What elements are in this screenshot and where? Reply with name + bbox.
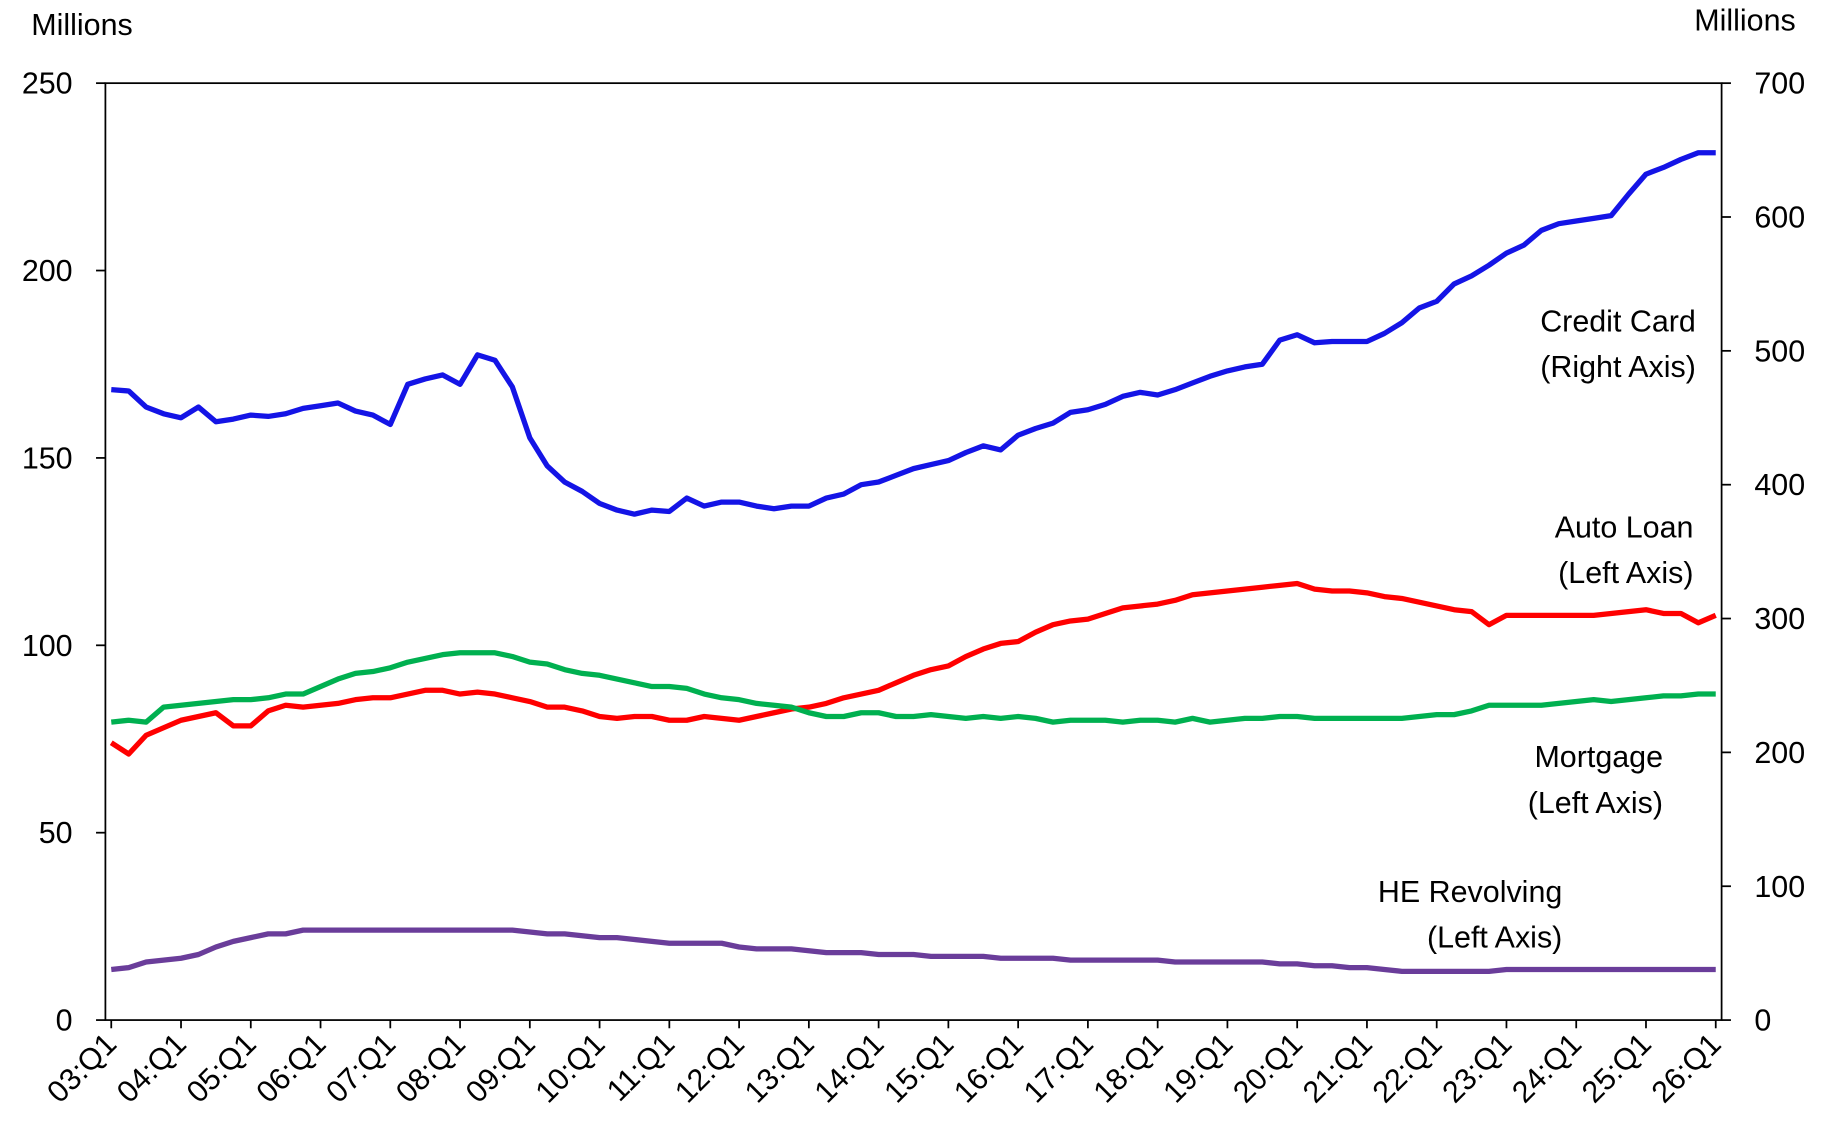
- x-tick-label: 22:Q1: [1366, 1027, 1449, 1110]
- y-tick-label: 0: [56, 1004, 73, 1038]
- series-line: [109, 580, 1717, 757]
- x-tick-label: 12:Q1: [668, 1027, 751, 1110]
- x-tick-label: 03:Q1: [41, 1027, 124, 1110]
- series-label: Auto Loan (Left Axis): [1555, 511, 1694, 591]
- series-line: [110, 650, 1716, 725]
- y-tick-label: 50: [39, 816, 73, 850]
- plot-frame: [104, 82, 1723, 1021]
- x-tick-label: 25:Q1: [1575, 1027, 1658, 1110]
- x-tick-label: 07:Q1: [320, 1027, 403, 1110]
- x-tick-label: 18:Q1: [1087, 1027, 1170, 1110]
- y-axis-title: Millions: [31, 8, 132, 42]
- y-tick-label: 200: [22, 254, 73, 288]
- x-tick-label: 05:Q1: [180, 1027, 263, 1110]
- series-line: [111, 150, 1716, 517]
- x-tick-label: 09:Q1: [459, 1027, 542, 1110]
- x-tick-label: 04:Q1: [110, 1027, 193, 1110]
- y2-tick-label: 500: [1754, 334, 1805, 368]
- y2-tick-label: 700: [1754, 67, 1805, 101]
- x-tick-label: 10:Q1: [529, 1027, 612, 1110]
- y-tick-label: 100: [22, 629, 73, 663]
- x-tick-label: 19:Q1: [1157, 1027, 1240, 1110]
- series-label: HE Revolving (Left Axis): [1378, 875, 1562, 955]
- y-tick-label: 150: [22, 441, 73, 475]
- y2-tick-label: 300: [1754, 602, 1805, 636]
- y2-tick-label: 200: [1754, 736, 1805, 770]
- y2-tick-label: 100: [1754, 870, 1805, 904]
- x-tick-label: 15:Q1: [878, 1027, 961, 1110]
- x-tick-label: 24:Q1: [1506, 1027, 1589, 1110]
- x-tick-label: 14:Q1: [808, 1027, 891, 1110]
- y2-tick-label: 400: [1754, 468, 1805, 502]
- x-tick-label: 21:Q1: [1296, 1027, 1379, 1110]
- x-tick-label: 20:Q1: [1226, 1027, 1309, 1110]
- x-tick-label: 16:Q1: [947, 1027, 1030, 1110]
- y2-tick-label: 0: [1754, 1004, 1771, 1038]
- x-tick-label: 06:Q1: [250, 1027, 333, 1110]
- y2-axis-title: Millions: [1694, 3, 1795, 37]
- y-tick-label: 250: [22, 67, 73, 101]
- x-tick-label: 23:Q1: [1436, 1027, 1519, 1110]
- x-tick-label: 11:Q1: [600, 1027, 681, 1108]
- x-tick-label: 17:Q1: [1017, 1027, 1100, 1110]
- series-line: [110, 927, 1716, 974]
- series-label: Mortgage (Left Axis): [1528, 740, 1663, 820]
- x-tick-label: 08:Q1: [389, 1027, 472, 1110]
- x-tick-label: 26:Q1: [1645, 1027, 1728, 1110]
- series-label: Credit Card (Right Axis): [1540, 304, 1696, 384]
- y2-tick-label: 600: [1754, 201, 1805, 235]
- x-tick-label: 13:Q1: [738, 1027, 821, 1110]
